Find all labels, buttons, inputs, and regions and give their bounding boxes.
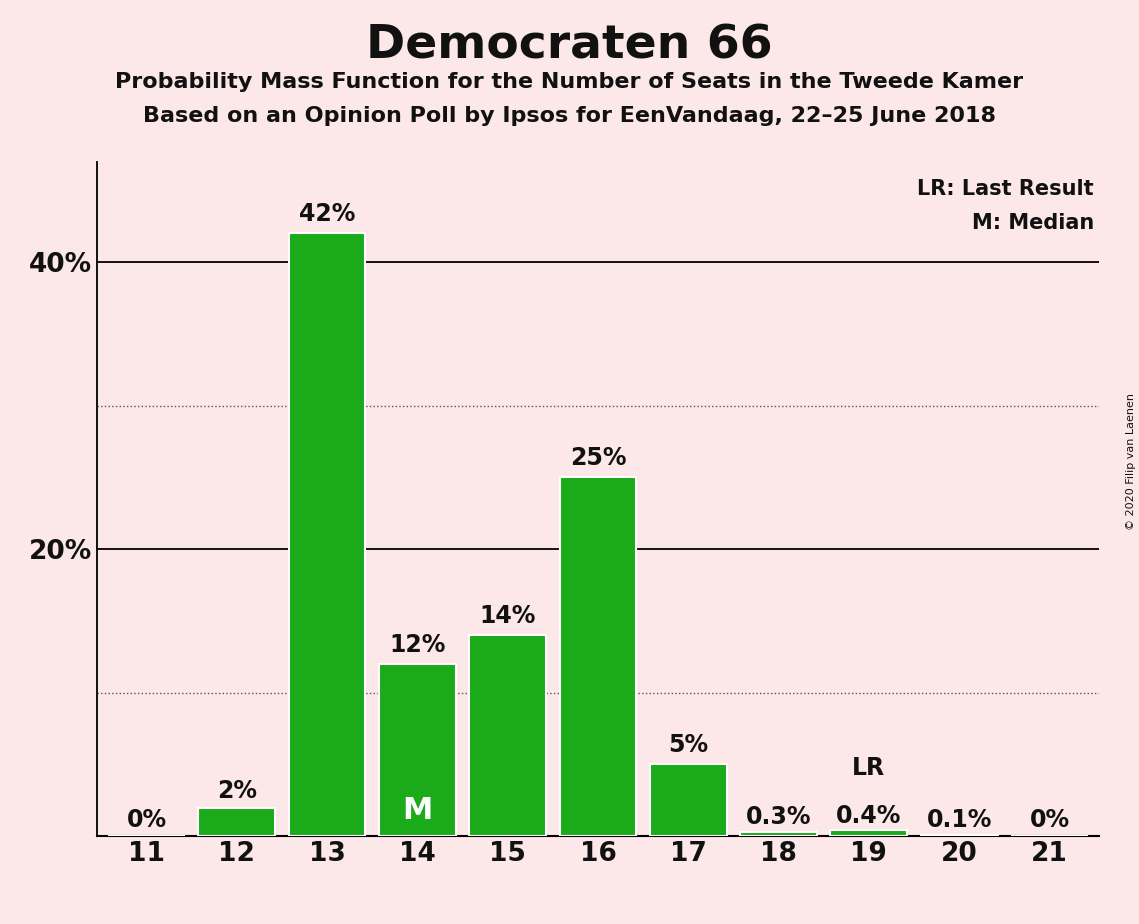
Text: 0.4%: 0.4% bbox=[836, 804, 902, 828]
Text: Democraten 66: Democraten 66 bbox=[366, 23, 773, 68]
Text: 2%: 2% bbox=[216, 779, 256, 803]
Bar bbox=[920, 834, 998, 836]
Bar bbox=[288, 234, 366, 836]
Bar bbox=[650, 764, 727, 836]
Text: Based on an Opinion Poll by Ipsos for EenVandaag, 22–25 June 2018: Based on an Opinion Poll by Ipsos for Ee… bbox=[144, 106, 995, 127]
Text: M: M bbox=[402, 796, 433, 825]
Bar bbox=[379, 664, 456, 836]
Bar bbox=[198, 808, 276, 836]
Text: 0%: 0% bbox=[1030, 808, 1070, 832]
Bar bbox=[469, 636, 546, 836]
Text: 0.3%: 0.3% bbox=[746, 805, 811, 829]
Text: 0%: 0% bbox=[126, 808, 166, 832]
Text: Probability Mass Function for the Number of Seats in the Tweede Kamer: Probability Mass Function for the Number… bbox=[115, 72, 1024, 92]
Text: 42%: 42% bbox=[298, 202, 355, 226]
Text: 25%: 25% bbox=[570, 446, 626, 470]
Text: LR: Last Result
M: Median: LR: Last Result M: Median bbox=[918, 178, 1095, 233]
Text: 12%: 12% bbox=[390, 633, 445, 657]
Text: 5%: 5% bbox=[669, 734, 708, 758]
Text: © 2020 Filip van Laenen: © 2020 Filip van Laenen bbox=[1126, 394, 1136, 530]
Text: 0.1%: 0.1% bbox=[926, 808, 992, 832]
Bar bbox=[559, 478, 637, 836]
Text: 14%: 14% bbox=[480, 604, 535, 628]
Bar bbox=[830, 831, 908, 836]
Bar bbox=[740, 832, 817, 836]
Text: LR: LR bbox=[852, 756, 885, 780]
